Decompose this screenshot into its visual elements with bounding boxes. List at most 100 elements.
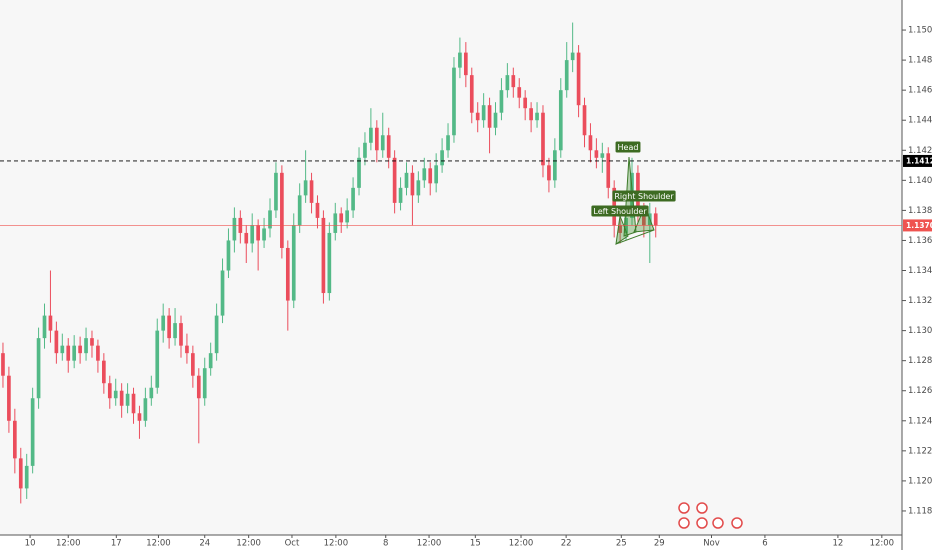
candle-body xyxy=(386,135,391,158)
candle-body xyxy=(285,247,290,301)
candle-body xyxy=(78,345,82,354)
neckline xyxy=(615,229,655,245)
candle-body xyxy=(36,338,41,399)
candle-body xyxy=(7,375,11,421)
candle-body xyxy=(398,187,403,203)
x-tick-label: Oct xyxy=(285,539,300,549)
price-label: 1.14129 xyxy=(906,156,932,165)
x-tick-label: 12:00 xyxy=(146,539,171,549)
x-tick-label: 29 xyxy=(654,539,665,549)
x-tick-label: 12:00 xyxy=(236,539,261,549)
candle-body xyxy=(1,353,5,376)
candle-body xyxy=(155,330,160,388)
event-icon xyxy=(678,502,690,514)
y-tick-label: 1.14600 xyxy=(908,86,932,96)
candle-body xyxy=(558,90,563,151)
annotation-box xyxy=(615,141,641,153)
candle-body xyxy=(202,368,207,399)
candle-body xyxy=(18,458,23,489)
candle-body xyxy=(333,213,338,233)
price-label: 1.13700 xyxy=(906,221,932,230)
candle-body xyxy=(511,75,516,88)
candle-body xyxy=(440,150,444,166)
candle-body xyxy=(196,375,201,399)
pattern-shape xyxy=(615,214,629,246)
candle-body xyxy=(345,210,349,223)
candle-body xyxy=(66,345,71,361)
x-tick-label: 12:00 xyxy=(56,539,81,549)
candle-body xyxy=(191,353,195,376)
x-tick-label: 12:00 xyxy=(417,539,442,549)
candle-body xyxy=(72,345,77,361)
candle-body xyxy=(553,150,557,181)
candle-body xyxy=(653,213,658,226)
candle-body xyxy=(107,383,112,399)
candle-body xyxy=(90,338,94,346)
candle-body xyxy=(84,338,88,354)
candle-body xyxy=(357,157,361,188)
x-tick-label: 12 xyxy=(832,539,843,549)
candle-body xyxy=(220,270,225,316)
candle-body xyxy=(113,390,118,399)
candle-body xyxy=(42,315,47,339)
candle-body xyxy=(481,105,486,121)
candle-body xyxy=(606,153,611,188)
candle-body xyxy=(309,180,314,203)
x-tick-label: Nov xyxy=(703,539,720,549)
candle-body xyxy=(416,180,421,196)
x-tick-label: 12:00 xyxy=(324,539,349,549)
x-tick-label: 12:00 xyxy=(870,539,895,549)
event-icon xyxy=(696,502,708,514)
candle-body xyxy=(422,168,427,181)
candle-body xyxy=(96,345,100,361)
y-tick-label: 1.12800 xyxy=(908,356,932,366)
y-tick-label: 1.13600 xyxy=(908,236,932,246)
candle-body xyxy=(505,75,510,91)
candle-body xyxy=(208,353,213,369)
candle-body xyxy=(351,187,355,211)
y-tick-label: 1.13200 xyxy=(908,296,932,306)
price-axis-background xyxy=(902,0,932,550)
candle-body xyxy=(30,398,35,466)
candle-body xyxy=(475,112,480,121)
candle-body xyxy=(374,127,379,151)
candle-body xyxy=(582,105,587,136)
candle-body xyxy=(428,168,433,184)
x-tick-label: 6 xyxy=(762,539,767,549)
candle-body xyxy=(173,323,177,339)
x-tick-label: 25 xyxy=(616,539,627,549)
event-icon xyxy=(678,517,690,529)
candle-body xyxy=(137,413,142,421)
y-tick-label: 1.12000 xyxy=(908,476,932,486)
candle-body xyxy=(493,112,498,128)
candle-body xyxy=(463,52,468,76)
candle-body xyxy=(143,398,148,421)
y-tick-label: 1.14000 xyxy=(908,176,932,186)
candle-body xyxy=(327,232,332,294)
candle-body xyxy=(161,315,166,331)
event-icon xyxy=(696,517,708,529)
candle-body xyxy=(102,360,106,384)
candle-body xyxy=(54,330,59,354)
candle-body xyxy=(268,210,272,229)
annotation: Left Shoulder xyxy=(593,207,647,216)
candle-body xyxy=(469,75,474,113)
candle-body xyxy=(232,217,237,241)
candle-body xyxy=(499,90,504,113)
candle-body xyxy=(594,150,599,158)
candle-body xyxy=(339,213,344,223)
y-tick-label: 1.12400 xyxy=(908,416,932,426)
event-icon xyxy=(712,517,724,529)
x-tick-label: 17 xyxy=(111,539,122,549)
candle-body xyxy=(119,390,124,406)
y-tick-label: 1.14800 xyxy=(908,56,932,66)
candle-body xyxy=(226,240,231,271)
x-tick-label: 22 xyxy=(561,539,572,549)
price-label-box xyxy=(903,154,932,167)
annotation: Right Shoulder xyxy=(614,192,674,201)
candle-body xyxy=(179,323,183,346)
candle-body xyxy=(369,127,373,143)
candle-body xyxy=(363,142,367,158)
candle-body xyxy=(297,195,302,226)
